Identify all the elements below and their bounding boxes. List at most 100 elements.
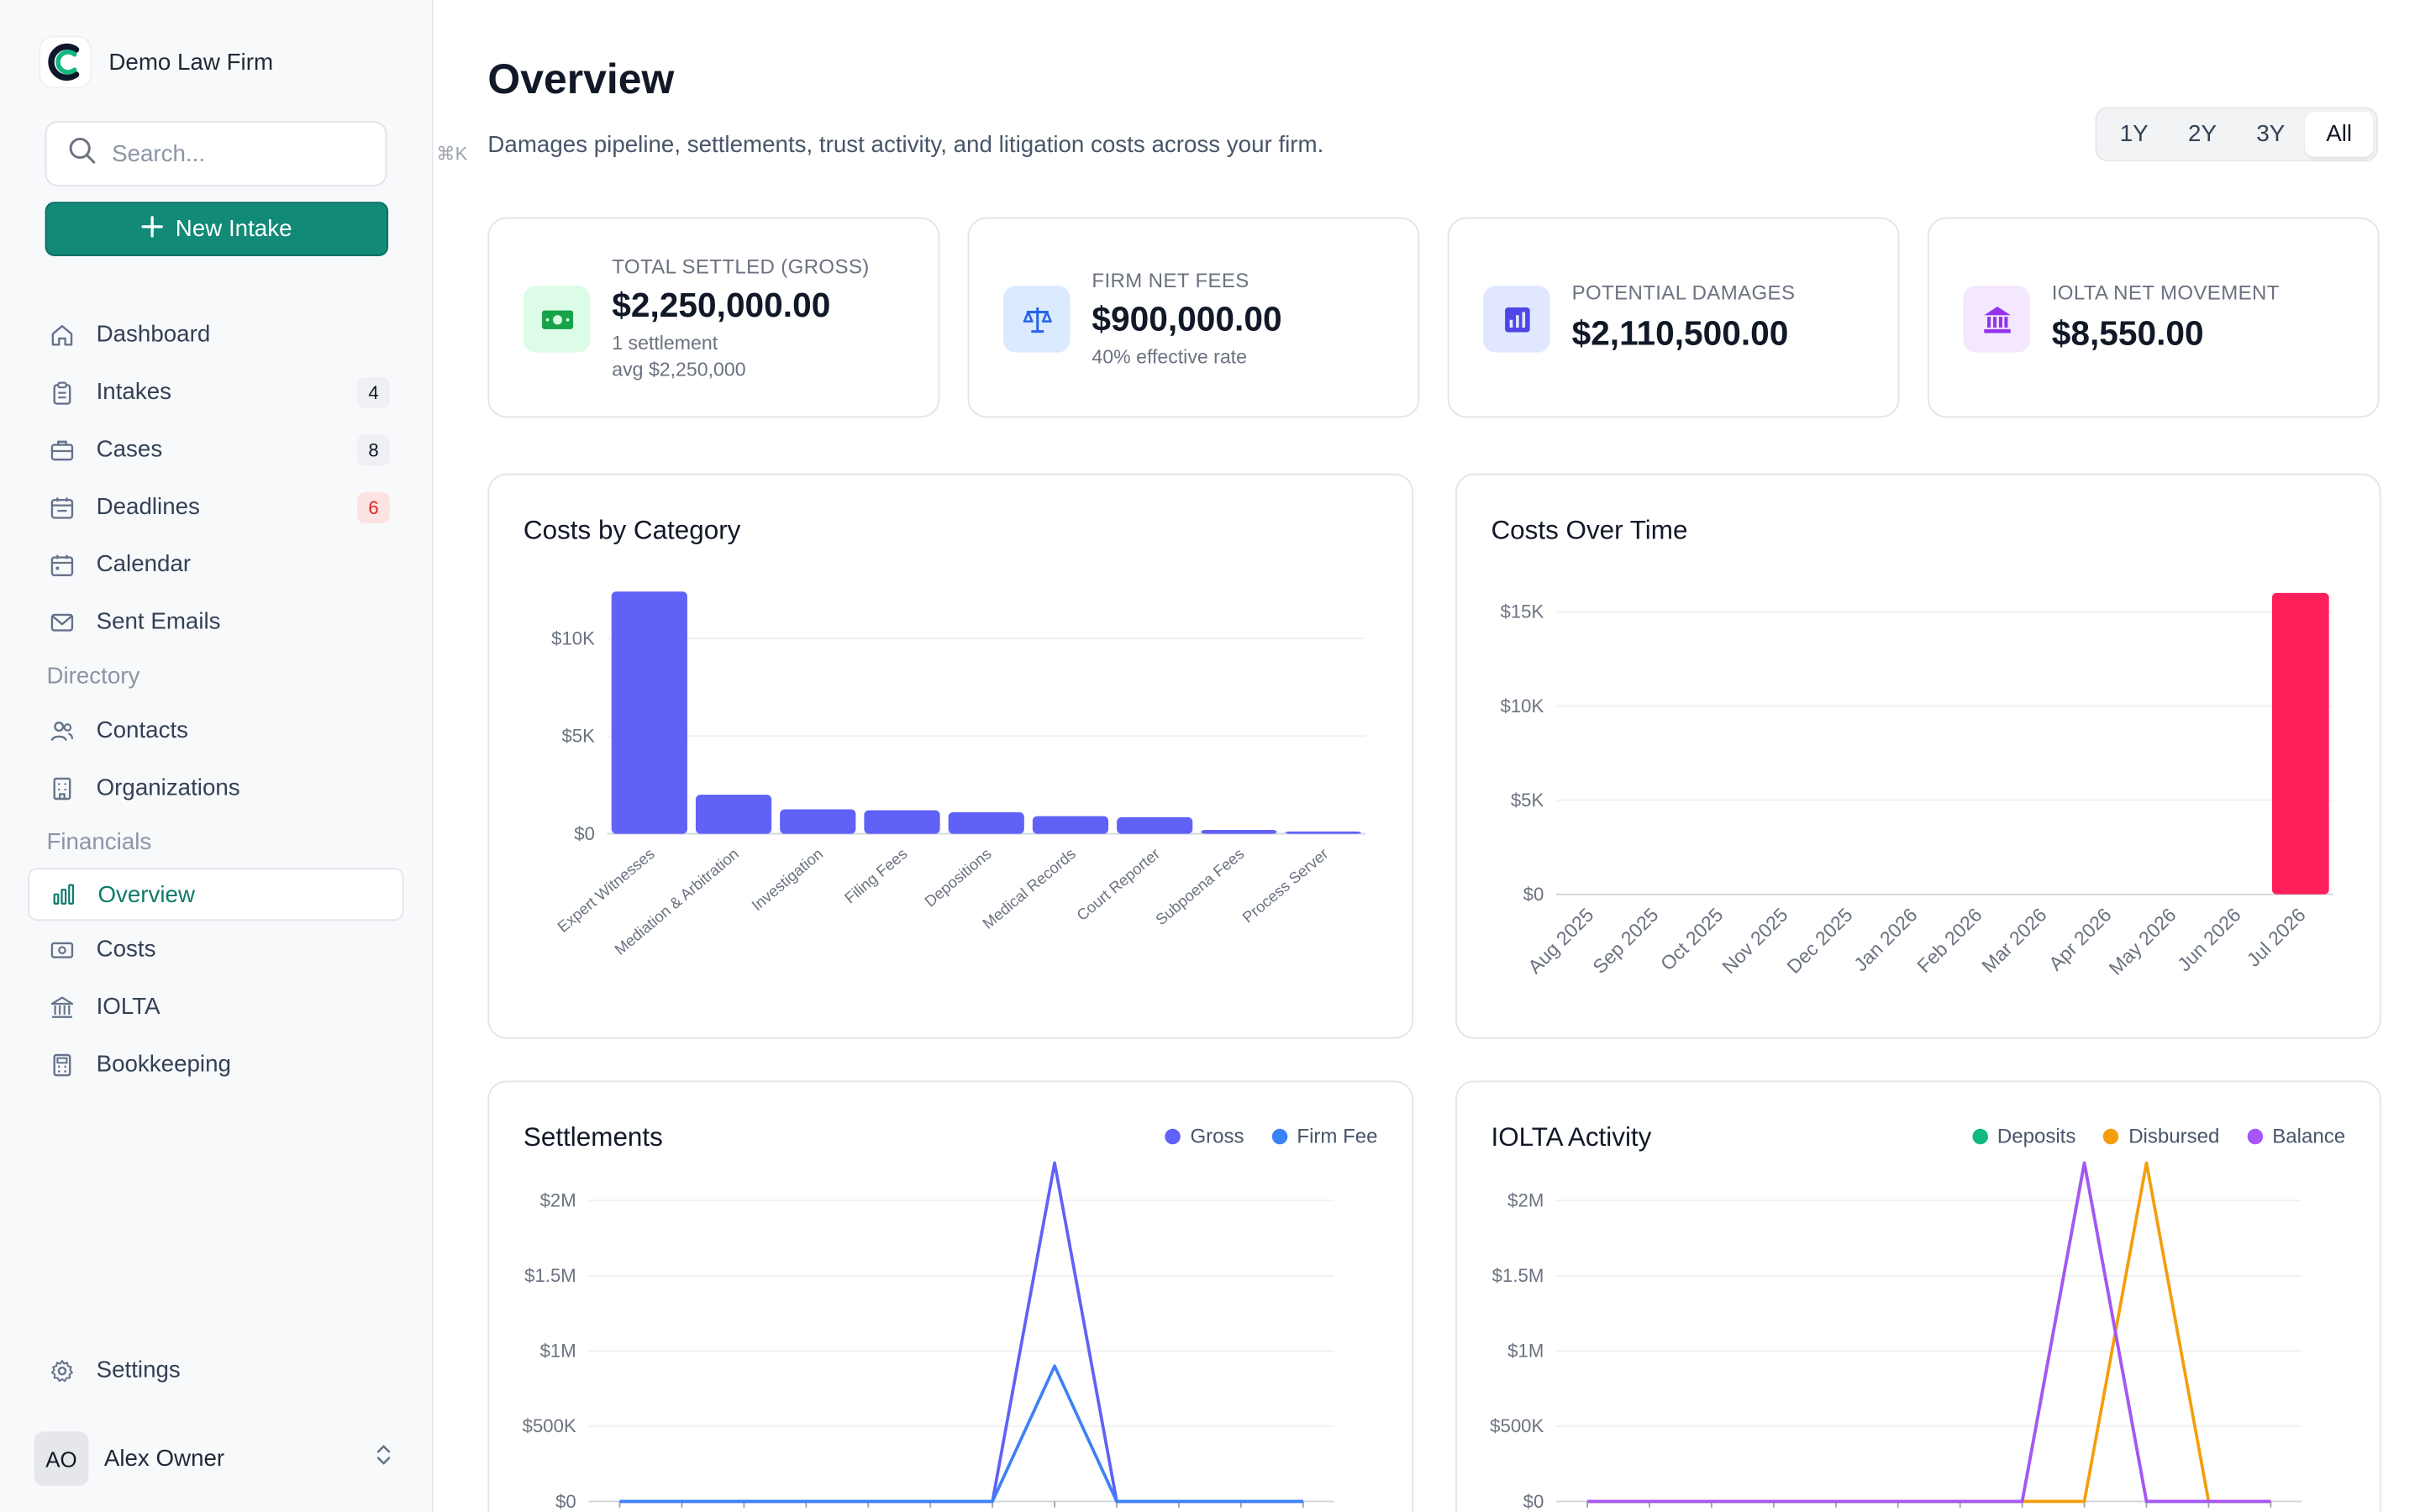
sidebar-item-costs[interactable]: Costs	[0, 921, 432, 978]
sidebar-item-label: Calendar	[96, 551, 192, 578]
x-tick-label: Depositions	[921, 844, 994, 910]
legend-item-balance[interactable]: Balance	[2247, 1124, 2345, 1147]
y-tick-label: $0	[1523, 884, 1544, 905]
legend-item-gross[interactable]: Gross	[1165, 1124, 1244, 1147]
iolta-activity-card: IOLTA Activity Deposits Disbursed Balanc…	[1455, 1080, 2381, 1512]
legend-label: Deposits	[1996, 1124, 2076, 1147]
brand[interactable]: Demo Law Firm	[0, 0, 432, 90]
search-box[interactable]: ⌘K	[45, 121, 467, 186]
bar-expert-witnesses	[611, 591, 687, 834]
sidebar-item-label: Deadlines	[96, 493, 200, 521]
sidebar-item-label: Overview	[97, 880, 196, 908]
y-tick-label: $5K	[561, 726, 595, 747]
sidebar-item-cases[interactable]: Cases 8	[0, 421, 432, 478]
bar-court-reporter	[1117, 816, 1193, 834]
new-intake-button[interactable]: New Intake	[45, 202, 389, 256]
bar-chart-icon	[51, 882, 76, 907]
card-title: Costs Over Time	[1491, 515, 1688, 545]
building-icon	[50, 775, 75, 801]
search-icon	[68, 136, 96, 172]
legend-label: Firm Fee	[1297, 1124, 1378, 1147]
y-tick-label: $2M	[1507, 1190, 1544, 1211]
sidebar-item-label: Bookkeeping	[96, 1051, 231, 1078]
kpi-value: $8,550.00	[2051, 313, 2204, 353]
search-input[interactable]	[112, 140, 421, 167]
sidebar-item-sent-emails[interactable]: Sent Emails	[0, 593, 432, 650]
settlements-chart: $0 $500K $1M $1.5M $2M	[523, 1161, 1334, 1512]
x-tick-label: Feb 2026	[1912, 904, 1986, 977]
legend-dot	[1271, 1127, 1288, 1144]
x-tick-label: Oct 2025	[1656, 904, 1728, 975]
sidebar-item-label: Costs	[96, 936, 156, 963]
bar-medical-records	[1032, 816, 1109, 834]
avatar: AO	[34, 1431, 89, 1486]
sidebar-item-organizations[interactable]: Organizations	[0, 759, 432, 816]
sidebar-item-deadlines[interactable]: Deadlines 6	[0, 478, 432, 535]
sidebar-item-label: Dashboard	[96, 321, 211, 349]
legend-item-firm-fee[interactable]: Firm Fee	[1271, 1124, 1378, 1147]
kpi-potential-damages: POTENTIAL DAMAGES $2,110,500.00	[1447, 217, 1900, 418]
sidebar-item-iolta[interactable]: IOLTA	[0, 978, 432, 1035]
kpi-value: $2,250,000.00	[612, 286, 831, 325]
x-tick-label: Investigation	[748, 844, 826, 914]
iolta-legend: Deposits Disbursed Balance	[1972, 1124, 2345, 1147]
banknote-icon	[50, 937, 75, 963]
x-tick-label: Jun 2026	[2173, 904, 2245, 976]
sidebar-item-intakes[interactable]: Intakes 4	[0, 364, 432, 421]
kpi-firm-net-fees: FIRM NET FEES $900,000.00 40% effective …	[967, 217, 1420, 418]
bar-subpoena-fees	[1201, 829, 1277, 834]
kpi-value: $2,110,500.00	[1571, 313, 1789, 353]
kpi-sub-avg: avg $2,250,000	[612, 358, 746, 381]
bar-chart-icon	[1483, 286, 1550, 353]
scale-icon	[1003, 286, 1071, 353]
kpi-iolta-net-movement: IOLTA NET MOVEMENT $8,550.00	[1927, 217, 2380, 418]
cases-count-badge: 8	[357, 434, 390, 466]
landmark-icon	[50, 995, 75, 1020]
user-name: Alex Owner	[103, 1445, 225, 1473]
range-3y-button[interactable]: 3Y	[2237, 112, 2305, 157]
legend-item-disbursed[interactable]: Disbursed	[2103, 1124, 2220, 1147]
sidebar-item-contacts[interactable]: Contacts	[0, 701, 432, 759]
range-all-button[interactable]: All	[2305, 112, 2374, 157]
y-tick-label: $1.5M	[1492, 1265, 1544, 1286]
series-line-firm-fee	[619, 1364, 1303, 1504]
users-icon	[50, 718, 75, 743]
legend-label: Disbursed	[2128, 1124, 2220, 1147]
page-title: Overview	[487, 55, 675, 102]
x-tick-label: Aug 2025	[1523, 904, 1597, 978]
legend-item-deposits[interactable]: Deposits	[1972, 1124, 2075, 1147]
sidebar-item-bookkeeping[interactable]: Bookkeeping	[0, 1036, 432, 1093]
range-2y-button[interactable]: 2Y	[2168, 112, 2236, 157]
kpi-value: $900,000.00	[1092, 299, 1282, 339]
y-tick-label: $1M	[1507, 1341, 1544, 1362]
home-icon	[50, 323, 75, 348]
y-tick-label: $0	[574, 823, 595, 844]
firm-name: Demo Law Firm	[108, 49, 274, 76]
calculator-icon	[50, 1052, 75, 1077]
legend-label: Gross	[1190, 1124, 1244, 1147]
firm-logo-icon	[40, 37, 91, 87]
bar-jul-2026	[2271, 592, 2329, 895]
bar-mediation-arbitration	[695, 795, 772, 834]
bar-filing-fees	[864, 810, 940, 834]
range-1y-button[interactable]: 1Y	[2100, 112, 2168, 157]
sidebar-item-settings[interactable]: Settings	[0, 1341, 181, 1399]
sidebar-item-dashboard[interactable]: Dashboard	[0, 306, 432, 363]
main-content: Overview Damages pipeline, settlements, …	[434, 0, 2420, 1512]
x-tick-label: Subpoena Fees	[1152, 844, 1247, 928]
user-menu[interactable]: AO Alex Owner	[34, 1431, 395, 1486]
y-tick-label: $1.5M	[524, 1265, 576, 1286]
settlements-legend: Gross Firm Fee	[1165, 1124, 1378, 1147]
kpi-sub: 1 settlement	[612, 332, 718, 354]
card-title: Costs by Category	[523, 515, 741, 545]
y-tick-label: $5K	[1511, 790, 1544, 811]
sidebar: Demo Law Firm ⌘K New Intake Dashboard In…	[0, 0, 467, 1512]
sidebar-item-overview[interactable]: Overview	[28, 868, 404, 921]
financials-section-label: Financials	[46, 829, 152, 856]
sidebar-item-calendar[interactable]: Calendar	[0, 536, 432, 593]
x-tick-label: Jan 2026	[1849, 904, 1922, 976]
x-tick-label: Nov 2025	[1718, 904, 1791, 978]
directory-section-label: Directory	[46, 663, 140, 690]
